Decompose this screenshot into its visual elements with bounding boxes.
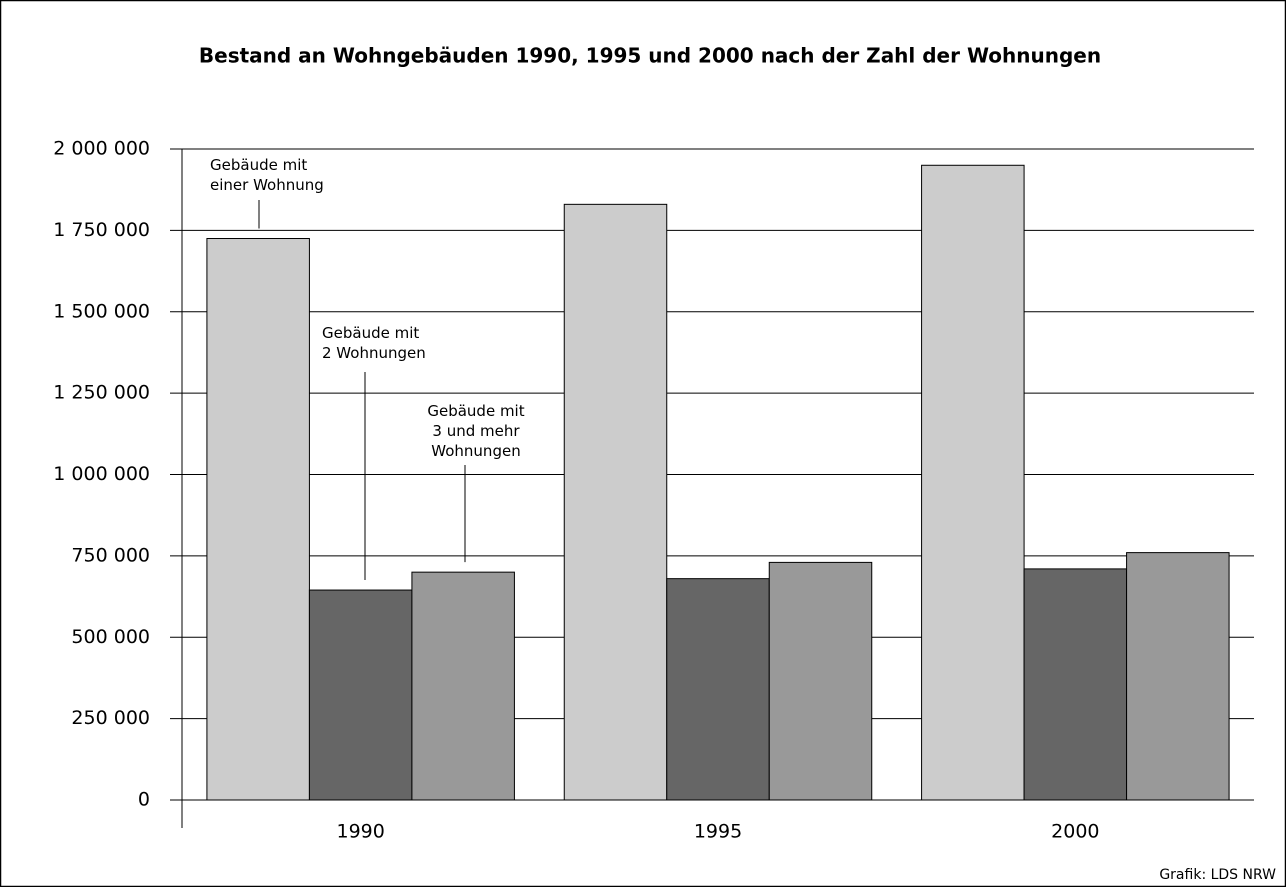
bar	[563, 203, 668, 801]
series-label: Gebäude mit einer Wohnung	[210, 156, 324, 194]
bar	[308, 589, 413, 801]
bar	[1126, 552, 1230, 801]
series-label: Gebäude mit 3 und mehr Wohnungen	[427, 402, 524, 460]
y-tick-label: 750 000	[71, 544, 150, 566]
bar	[768, 561, 873, 801]
y-tick-label: 1 000 000	[53, 463, 150, 485]
series-label-line: einer Wohnung	[210, 176, 324, 194]
series-label-line: 2 Wohnungen	[322, 344, 426, 362]
bar	[666, 578, 770, 801]
series-label-line: 3 und mehr	[432, 422, 520, 440]
bar	[411, 571, 515, 801]
x-tick-label: 1990	[336, 821, 384, 843]
bar	[1023, 568, 1128, 801]
series-label-line: Gebäude mit	[210, 156, 307, 174]
y-tick-label: 2 000 000	[53, 138, 150, 160]
bar	[206, 238, 310, 801]
y-tick-label: 1 750 000	[53, 219, 150, 241]
x-tick-label: 2000	[1051, 821, 1099, 843]
series-label-line: Gebäude mit	[322, 324, 419, 342]
bar	[921, 164, 1025, 801]
x-tick-label: 1995	[694, 821, 742, 843]
y-tick-label: 1 500 000	[53, 300, 150, 322]
source: Grafik: LDS NRW	[1159, 867, 1276, 883]
y-tick-label: 500 000	[71, 626, 150, 648]
y-tick-label: 250 000	[71, 707, 150, 729]
series-label-line: Wohnungen	[431, 442, 520, 460]
chart-title: Bestand an Wohngebäuden 1990, 1995 und 2…	[199, 44, 1101, 68]
series-label: Gebäude mit 2 Wohnungen	[322, 324, 426, 362]
series-label-line: Gebäude mit	[427, 402, 524, 420]
y-tick-label: 1 250 000	[53, 382, 150, 404]
y-tick-label: 0	[138, 789, 150, 811]
